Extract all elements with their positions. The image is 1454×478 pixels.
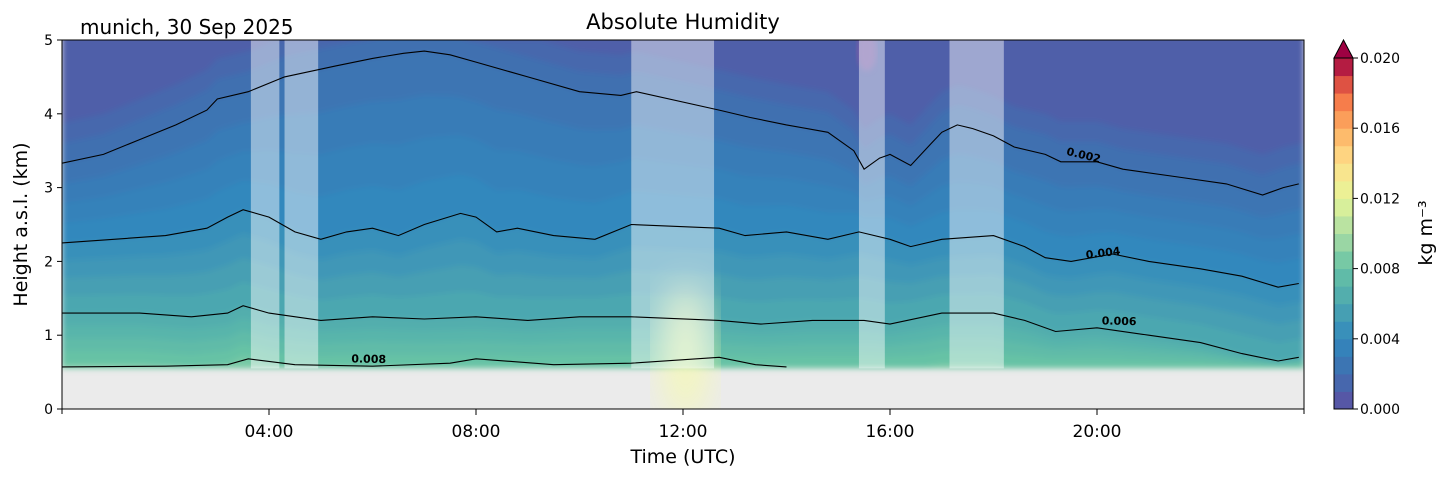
y-tick-label: 4 bbox=[44, 107, 53, 123]
colorbar-segment bbox=[1334, 75, 1353, 94]
colorbar-segment bbox=[1334, 110, 1353, 129]
y-tick-label: 3 bbox=[44, 181, 53, 197]
colorbar-label: kg m⁻³ bbox=[1415, 200, 1437, 265]
humidity-band bbox=[856, 40, 877, 72]
colorbar-segment bbox=[1334, 215, 1353, 234]
y-tick-label: 2 bbox=[44, 254, 53, 270]
colorbar-segment bbox=[1334, 268, 1353, 287]
colorbar-frame bbox=[1333, 57, 1354, 410]
humidity-band bbox=[62, 355, 1304, 369]
colorbar-tick-label: 0.016 bbox=[1360, 121, 1400, 137]
shaded-period bbox=[284, 40, 319, 369]
y-tick-label: 5 bbox=[44, 33, 53, 49]
colorbar-segment bbox=[1334, 373, 1353, 392]
x-tick-label: 20:00 bbox=[1073, 422, 1122, 442]
colorbar-segment bbox=[1334, 58, 1353, 77]
colorbar-tick-label: 0.008 bbox=[1360, 262, 1400, 278]
y-tick-label: 1 bbox=[44, 328, 53, 344]
colorbar-segment bbox=[1334, 93, 1353, 112]
contour-line bbox=[62, 50, 1299, 196]
shaded-period bbox=[949, 40, 1004, 369]
colorbar-tick-label: 0.000 bbox=[1360, 402, 1400, 418]
chart-title: Absolute Humidity bbox=[586, 10, 780, 34]
colorbar-extend-arrow bbox=[1333, 38, 1354, 59]
colorbar-segment bbox=[1334, 338, 1353, 357]
colorbar-segment bbox=[1334, 303, 1353, 322]
colorbar-segment bbox=[1334, 145, 1353, 164]
colorbar-tick-label: 0.004 bbox=[1360, 332, 1400, 348]
colorbar-segment bbox=[1334, 198, 1353, 217]
colorbar-segment bbox=[1334, 321, 1353, 340]
contour-label: 0.008 bbox=[351, 352, 386, 366]
x-axis: 04:00 08:00 12:00 16:00 20:00 bbox=[61, 409, 1305, 442]
colorbar-segment bbox=[1334, 286, 1353, 305]
colorbar-segment bbox=[1334, 356, 1353, 375]
colorbar-segment bbox=[1334, 163, 1353, 182]
humidity-field bbox=[62, 40, 1304, 409]
y-tick-label: 0 bbox=[44, 402, 53, 418]
shaded-period bbox=[631, 40, 715, 369]
colorbar: 0.000 0.004 0.008 0.012 0.016 0.020 bbox=[1333, 38, 1400, 418]
location-date-label: munich, 30 Sep 2025 bbox=[80, 15, 294, 39]
x-axis-label: Time (UTC) bbox=[629, 446, 735, 468]
contour-line bbox=[62, 209, 1299, 288]
colorbar-segment bbox=[1334, 128, 1353, 147]
contour-label: 0.006 bbox=[1102, 314, 1137, 328]
colorbar-segment bbox=[1334, 391, 1353, 410]
shaded-periods bbox=[250, 40, 1004, 369]
shaded-period bbox=[858, 40, 885, 369]
x-tick-label: 04:00 bbox=[245, 422, 294, 442]
x-tick-label: 16:00 bbox=[866, 422, 915, 442]
contour-label: 0.004 bbox=[1085, 244, 1121, 261]
x-tick-label: 08:00 bbox=[452, 422, 501, 442]
colorbar-segment bbox=[1334, 180, 1353, 199]
contour-line bbox=[62, 305, 1299, 362]
colorbar-segment bbox=[1334, 233, 1353, 252]
colorbar-segment bbox=[1334, 251, 1353, 270]
y-axis: 0 1 2 3 4 5 bbox=[44, 33, 62, 418]
humidity-band bbox=[663, 283, 708, 409]
x-tick-label: 12:00 bbox=[659, 422, 708, 442]
contour-line bbox=[62, 356, 787, 368]
colorbar-tick-label: 0.020 bbox=[1360, 51, 1400, 67]
y-axis-label: Height a.s.l. (km) bbox=[10, 142, 32, 306]
colorbar-tick-label: 0.012 bbox=[1360, 191, 1400, 207]
